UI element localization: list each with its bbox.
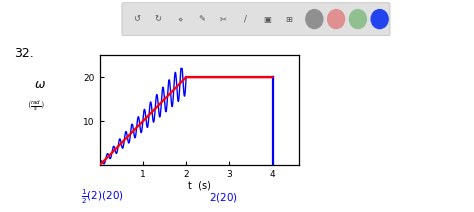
Text: ⊞: ⊞ (285, 15, 292, 24)
X-axis label: t  (s): t (s) (188, 181, 210, 191)
Text: ✎: ✎ (198, 15, 205, 24)
Text: ▣: ▣ (263, 15, 271, 24)
Circle shape (306, 10, 323, 29)
Text: ↻: ↻ (155, 15, 162, 24)
Circle shape (328, 10, 345, 29)
Text: ⋄: ⋄ (177, 15, 182, 24)
Circle shape (371, 10, 388, 29)
Text: /: / (244, 15, 247, 24)
Text: ↺: ↺ (133, 15, 140, 24)
Text: ✂: ✂ (220, 15, 227, 24)
Circle shape (349, 10, 366, 29)
FancyBboxPatch shape (122, 3, 390, 35)
Text: $\omega$: $\omega$ (34, 78, 46, 91)
Text: $\frac{1}{2}(2)(20)$: $\frac{1}{2}(2)(20)$ (81, 188, 124, 206)
Text: $\left(\frac{rad}{s}\right)$: $\left(\frac{rad}{s}\right)$ (27, 99, 45, 113)
Text: $2(20)$: $2(20)$ (209, 191, 237, 204)
Text: 32.: 32. (14, 47, 34, 60)
